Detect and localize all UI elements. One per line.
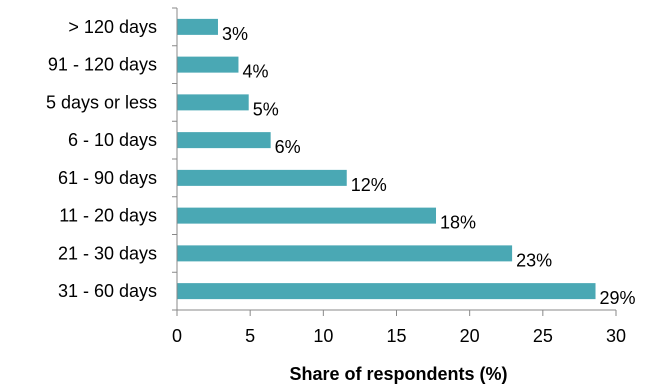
bar: [177, 56, 239, 73]
bar: [177, 94, 249, 111]
category-label: 31 - 60 days: [58, 281, 157, 301]
category-label: 91 - 120 days: [48, 55, 157, 75]
data-label: 5%: [253, 99, 279, 119]
x-axis-title: Share of respondents (%): [289, 364, 507, 384]
bar: [177, 207, 437, 224]
bar: [177, 132, 271, 149]
x-tick-label: 20: [460, 326, 480, 346]
x-tick-label: 15: [386, 326, 406, 346]
bar: [177, 283, 596, 300]
category-label: 5 days or less: [46, 92, 157, 112]
category-label: 61 - 90 days: [58, 168, 157, 188]
x-tick-label: 10: [313, 326, 333, 346]
data-label: 29%: [600, 288, 636, 308]
data-label: 4%: [242, 62, 268, 82]
x-tick-label: 5: [245, 326, 255, 346]
category-label: 11 - 20 days: [59, 206, 157, 226]
data-labels: 3% 4% 5% 6% 12% 18% 23% 29%: [222, 24, 636, 308]
x-axis-ticks: 0 5 10 15 20 25 30: [172, 310, 626, 346]
data-label: 23%: [516, 250, 552, 270]
data-label: 18%: [440, 213, 476, 233]
data-label: 6%: [275, 137, 301, 157]
x-tick-label: 30: [606, 326, 626, 346]
bar: [177, 169, 347, 186]
x-tick-label: 0: [172, 326, 182, 346]
category-label: 6 - 10 days: [68, 130, 157, 150]
y-axis-ticks: [172, 7, 177, 311]
bar: [177, 245, 513, 262]
category-labels: > 120 days 91 - 120 days 5 days or less 6 -…: [46, 17, 157, 301]
x-tick-label: 25: [533, 326, 553, 346]
bar: [177, 18, 218, 35]
category-label: 21 - 30 days: [58, 243, 157, 263]
bars-group: [177, 18, 596, 300]
data-label: 3%: [222, 24, 248, 44]
category-label: > 120 days: [68, 17, 157, 37]
data-label: 12%: [351, 175, 387, 195]
